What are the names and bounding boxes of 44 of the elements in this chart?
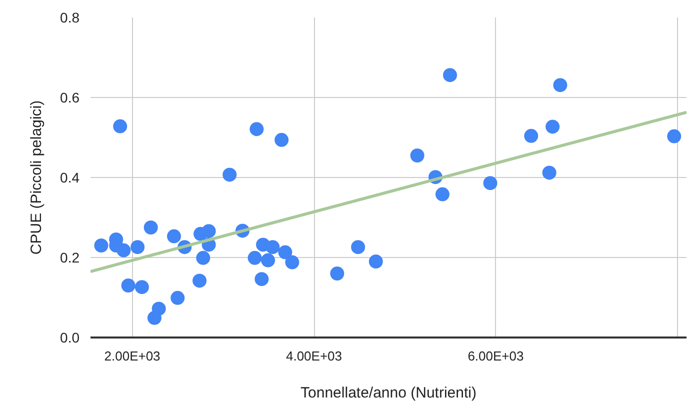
point (553, 78, 568, 92)
point (435, 187, 450, 202)
point (170, 290, 185, 305)
x-tick-label: 4.00E+03 (286, 348, 342, 364)
x-tick-label: 2.00E+03 (104, 348, 160, 364)
point (410, 148, 424, 162)
point (192, 274, 207, 288)
point (202, 224, 216, 238)
point (667, 129, 682, 144)
point (542, 166, 556, 180)
point (113, 119, 128, 134)
point (130, 240, 145, 254)
point (254, 272, 269, 286)
y-tick-label: 0.0 (60, 330, 80, 346)
point (147, 310, 162, 325)
point (285, 255, 300, 270)
point (274, 132, 289, 147)
point (222, 168, 237, 182)
point (368, 254, 383, 268)
point (351, 240, 366, 254)
point (443, 68, 458, 82)
point (330, 266, 344, 280)
point (166, 229, 181, 244)
point (196, 250, 210, 265)
point (483, 176, 498, 190)
point (266, 240, 280, 254)
point (524, 128, 538, 143)
x-axis-title: Tonnellate/anno (Nutrienti) (300, 384, 476, 402)
point (94, 238, 108, 252)
point (248, 250, 262, 265)
point (121, 278, 136, 292)
point (134, 280, 149, 294)
point (144, 220, 158, 234)
point (261, 253, 276, 268)
y-tick-label: 0.2 (60, 250, 80, 266)
point (546, 120, 560, 134)
point (250, 122, 264, 136)
point (116, 243, 131, 258)
x-tick-label: 6.00E+03 (468, 348, 524, 364)
y-tick-label: 0.8 (60, 10, 80, 26)
point (278, 245, 292, 260)
y-axis-title: CPUE (Piccoli pelagici) (28, 100, 46, 255)
y-tick-label: 0.6 (60, 90, 80, 106)
y-tick-label: 0.4 (60, 170, 80, 186)
